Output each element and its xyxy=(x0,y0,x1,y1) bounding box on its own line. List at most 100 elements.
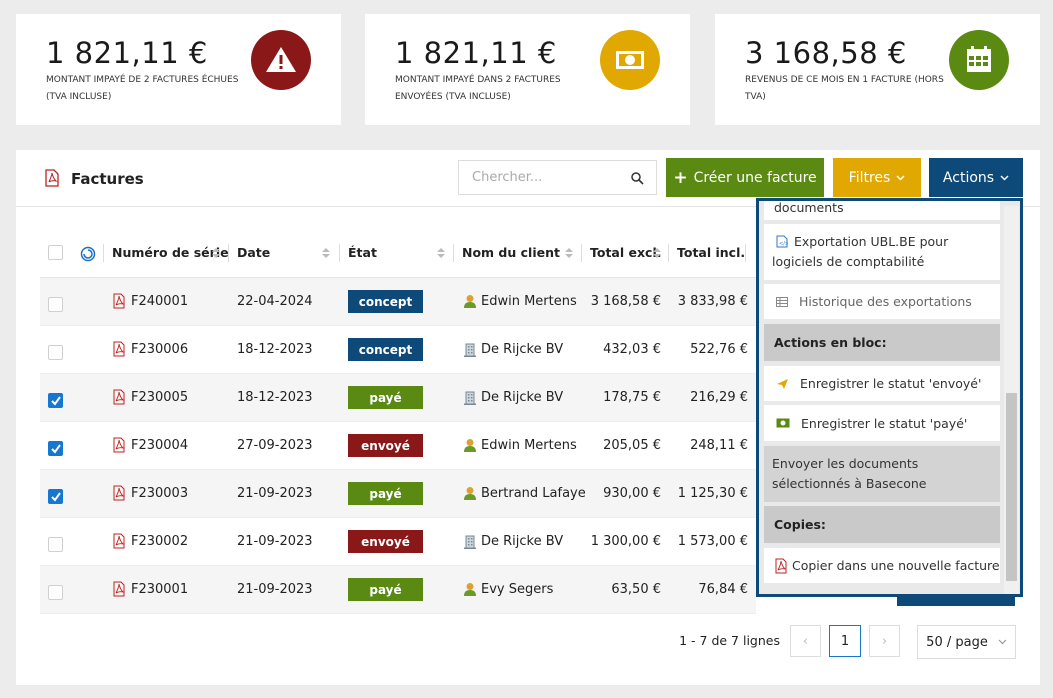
table-row[interactable]: F230006 18-12-2023 concept De Rijcke BV 432,… xyxy=(40,326,756,374)
total-excl: 63,50 € xyxy=(611,582,661,597)
svg-text:</>: </> xyxy=(779,241,788,247)
table-row[interactable]: F230004 27-09-2023 envoyé Edwin Mertens 205,… xyxy=(40,422,756,470)
total-excl: 178,75 € xyxy=(603,390,661,405)
total-incl: 216,29 € xyxy=(690,390,748,405)
menu-item[interactable]: documents xyxy=(764,200,1000,220)
row-checkbox[interactable] xyxy=(48,345,63,360)
invoice-date: 18-12-2023 xyxy=(237,390,313,405)
row-checkbox[interactable] xyxy=(48,441,63,456)
kpi-amount: 1 821,11 € xyxy=(46,36,208,70)
table-row[interactable]: F230003 21-09-2023 payé Bertrand Lafaye 930,… xyxy=(40,470,756,518)
menu-header: Actions en bloc: xyxy=(764,324,1000,361)
table-row[interactable]: F240001 22-04-2024 concept Edwin Mertens 3 1… xyxy=(40,278,756,326)
page-size-select[interactable]: 50 / page xyxy=(917,625,1016,659)
invoice-date: 21-09-2023 xyxy=(237,534,313,549)
next-page[interactable]: › xyxy=(869,625,900,657)
menu-item[interactable]: Enregistrer le statut 'envoyé' xyxy=(764,366,1000,401)
status-badge: payé xyxy=(348,578,423,601)
client-name: Bertrand Lafaye xyxy=(481,486,586,501)
column-separator xyxy=(453,244,454,262)
warning-icon xyxy=(266,47,296,72)
serial-number: F230005 xyxy=(131,390,189,405)
column-separator xyxy=(668,244,669,262)
button-label: Filtres xyxy=(848,169,891,186)
panel-title: Factures xyxy=(71,170,144,188)
kpi-card: 1 821,11 € MONTANT IMPAYÉ DE 2 FACTURES … xyxy=(16,14,341,125)
column-header: Total incl. xyxy=(677,245,746,260)
menu-text: </>Exportation UBL.BE pour logiciels de … xyxy=(772,232,994,272)
serial-number: F230004 xyxy=(131,438,189,453)
serial-number: F240001 xyxy=(131,294,189,309)
client-name: Edwin Mertens xyxy=(481,294,577,309)
client-icon xyxy=(463,390,477,409)
pdf-icon[interactable] xyxy=(112,389,126,409)
pdf-icon[interactable] xyxy=(112,533,126,553)
basecone-icon xyxy=(80,246,96,262)
scrollbar-thumb[interactable] xyxy=(1006,393,1017,581)
status-badge: payé xyxy=(348,386,423,409)
sort-icon[interactable] xyxy=(322,247,330,259)
sort-icon[interactable] xyxy=(437,247,445,259)
client-name: De Rijcke BV xyxy=(481,390,564,405)
sort-icon[interactable] xyxy=(212,247,220,259)
column-separator xyxy=(745,244,746,262)
table-header xyxy=(40,230,756,278)
row-checkbox[interactable] xyxy=(48,297,63,312)
actions-button[interactable]: Actions xyxy=(929,158,1023,197)
search-placeholder: Chercher... xyxy=(472,170,543,185)
column-separator xyxy=(581,244,582,262)
client-icon xyxy=(463,486,477,505)
menu-item[interactable]: Copier dans une nouvelle facture xyxy=(764,548,1000,583)
serial-number: F230002 xyxy=(131,534,189,549)
total-incl: 76,84 € xyxy=(698,582,748,597)
row-checkbox[interactable] xyxy=(48,393,63,408)
total-excl: 3 168,58 € xyxy=(590,294,661,309)
pdf-icon xyxy=(45,169,59,187)
table-row[interactable]: F230005 18-12-2023 payé De Rijcke BV 178,75 … xyxy=(40,374,756,422)
kpi-label: REVENUS DE CE MOIS EN 1 FACTURE (HORS TV… xyxy=(745,75,944,102)
money-icon xyxy=(616,51,644,69)
menu-item[interactable]: Envoyer les documents sélectionnés à Bas… xyxy=(764,446,1000,502)
status-badge: concept xyxy=(348,338,423,361)
pdf-icon[interactable] xyxy=(112,581,126,601)
button-label: Actions xyxy=(942,169,995,186)
pdf-icon[interactable] xyxy=(112,437,126,457)
filters-button[interactable]: Filtres xyxy=(833,158,921,197)
sort-icon[interactable] xyxy=(565,247,573,259)
table-row[interactable]: F230001 21-09-2023 payé Evy Segers 63,50 € 76… xyxy=(40,566,756,614)
prev-page[interactable]: ‹ xyxy=(790,625,821,657)
menu-text: Enregistrer le statut 'envoyé' xyxy=(800,376,982,391)
search-input[interactable]: Chercher... xyxy=(458,160,657,195)
status-badge: envoyé xyxy=(348,530,423,553)
menu-text: documents xyxy=(774,200,844,215)
search-icon xyxy=(631,172,644,185)
sort-icon[interactable] xyxy=(653,247,661,259)
invoice-date: 21-09-2023 xyxy=(237,486,313,501)
select-all[interactable] xyxy=(48,245,63,260)
create-button[interactable]: + Créer une facture xyxy=(666,158,824,197)
invoice-date: 18-12-2023 xyxy=(237,342,313,357)
menu-item[interactable]: Historique des exportations xyxy=(764,284,1000,319)
column-header: Date xyxy=(237,245,271,260)
total-excl: 432,03 € xyxy=(603,342,661,357)
table-row[interactable]: F230002 21-09-2023 envoyé De Rijcke BV 1 300… xyxy=(40,518,756,566)
menu-item[interactable]: </>Exportation UBL.BE pour logiciels de … xyxy=(764,224,1000,280)
status-badge: envoyé xyxy=(348,434,423,457)
serial-number: F230003 xyxy=(131,486,189,501)
pdf-icon[interactable] xyxy=(112,293,126,313)
column-separator xyxy=(339,244,340,262)
row-checkbox[interactable] xyxy=(48,585,63,600)
pdf-icon[interactable] xyxy=(112,485,126,505)
invoice-date: 27-09-2023 xyxy=(237,438,313,453)
pdf-icon[interactable] xyxy=(112,341,126,361)
client-name: De Rijcke BV xyxy=(481,342,564,357)
page-number: 1 xyxy=(840,633,850,649)
row-checkbox[interactable] xyxy=(48,537,63,552)
row-checkbox[interactable] xyxy=(48,489,63,504)
column-header: Numéro de série xyxy=(112,245,229,260)
menu-item[interactable]: Enregistrer le statut 'payé' xyxy=(764,405,1000,441)
kpi-label: MONTANT IMPAYÉ DANS 2 FACTURES ENVOYÉES … xyxy=(395,75,561,102)
page-button[interactable]: 1 xyxy=(829,625,861,657)
